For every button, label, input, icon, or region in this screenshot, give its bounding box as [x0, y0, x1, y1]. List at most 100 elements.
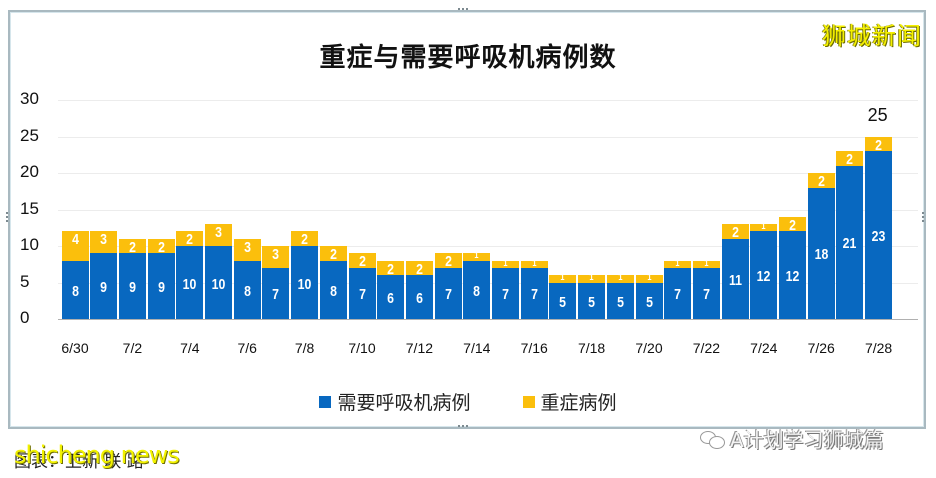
legend-label: 需要呼吸机病例 [337, 392, 471, 414]
bar-value-label: 2 [358, 253, 366, 271]
bar-7-24: 12 1 [750, 221, 778, 319]
bar-segment-ventilator: 7 [692, 267, 720, 319]
x-tick-label: 7/26 [807, 340, 835, 356]
bar-value-label: 12 [756, 268, 771, 286]
bar-value-label: 2 [731, 224, 739, 242]
caption-watermark: shicheng news [14, 441, 180, 469]
bar-value-label: 7 [358, 286, 366, 304]
y-tick-label: 5 [20, 271, 30, 291]
bar-segment-ventilator: 8 [233, 260, 261, 319]
wechat-icon [700, 429, 726, 449]
bar-segment-ventilator: 8 [319, 260, 347, 319]
bar-value-label: 8 [473, 282, 481, 300]
bar-7-23: 11 2 [721, 224, 749, 319]
gridline [58, 100, 918, 101]
bar-value-label: 1 [503, 257, 508, 268]
bar-segment-severe: 2 [176, 231, 204, 248]
y-tick-label: 25 [20, 125, 39, 145]
resize-handle-top[interactable] [458, 8, 468, 14]
bar-value-label: 1 [761, 221, 766, 232]
bar-segment-severe: 1 [520, 258, 548, 268]
bar-segment-severe: 1 [463, 250, 491, 261]
legend: 需要呼吸机病例 重症病例 [0, 388, 936, 415]
bar-value-label: 1 [675, 257, 680, 268]
bar-segment-ventilator: 7 [492, 267, 519, 319]
bar-value-label: 2 [301, 231, 309, 249]
bar-value-label: 6 [415, 290, 423, 308]
x-tick-label: 7/12 [405, 340, 434, 356]
bar-segment-severe: 1 [492, 257, 519, 268]
chart-title: 重症与需要呼吸机病例数 [319, 43, 617, 73]
bar-segment-ventilator: 10 [291, 246, 319, 319]
bar-value-label: 5 [645, 293, 653, 311]
bar-value-label: 9 [128, 279, 136, 297]
bar-value-label: 2 [846, 151, 854, 169]
bar-segment-ventilator: 5 [606, 282, 634, 319]
bar-value-label: 2 [789, 216, 796, 234]
bar-value-label: 10 [182, 275, 197, 293]
bar-segment-ventilator: 10 [176, 246, 204, 319]
bar-value-label: 3 [243, 238, 251, 256]
bar-value-label: 18 [814, 246, 829, 264]
gridline [58, 209, 918, 211]
bar-value-label: 3 [215, 224, 222, 242]
bar-value-label: 7 [502, 286, 509, 304]
bar-value-label: 6 [387, 290, 395, 308]
legend-label: 重症病例 [540, 392, 617, 414]
bar-value-label: 7 [702, 286, 710, 304]
x-tick-label: 7/28 [864, 340, 893, 356]
bar-segment-severe: 1 [578, 272, 606, 283]
bar-value-label: 7 [674, 286, 682, 304]
bar-segment-severe: 2 [291, 231, 319, 249]
bar-segment-severe: 2 [377, 260, 405, 278]
bar-segment-severe: 2 [147, 238, 175, 256]
bar-value-label: 9 [100, 279, 108, 297]
bar-segment-severe: 3 [205, 224, 232, 246]
legend-swatch-blue [319, 395, 332, 408]
bar-value-label: 8 [71, 282, 79, 300]
bar-value-label: 3 [100, 231, 108, 249]
bar-value-label: 11 [728, 271, 742, 289]
resize-handle-bottom[interactable] [458, 425, 468, 431]
x-tick-label: 7/4 [180, 340, 200, 356]
x-tick-label: 7/20 [635, 340, 663, 356]
bar-segment-severe: 1 [635, 272, 663, 283]
bar-7-28: 23 2 [865, 136, 893, 319]
bar-value-label: 2 [817, 173, 825, 191]
bar-value-label: 3 [272, 246, 280, 264]
resize-handle-right[interactable] [922, 212, 928, 222]
bar-value-label: 9 [157, 279, 165, 297]
bar-segment-severe: 3 [233, 238, 261, 261]
bar-value-label: 5 [559, 293, 567, 311]
bar-segment-ventilator: 6 [377, 275, 405, 319]
bar-segment-ventilator: 9 [118, 253, 146, 319]
y-tick-label: 0 [20, 308, 30, 327]
bar-value-label: 2 [329, 246, 337, 264]
plot-area: 8 4 9 3 9 2 9 2 10 2 10 3 8 3 7 3 10 2 8 2 7 2 6 2 6 2 7 2 8 1 7 1 7 1 5 1 5… [58, 100, 918, 320]
bar-segment-severe: 2 [405, 260, 433, 278]
bar-segment-severe: 1 [664, 257, 692, 268]
bar-segment-ventilator: 5 [549, 282, 577, 319]
bar-7-26: 18 2 [807, 173, 835, 319]
chart-frame [6, 8, 928, 431]
bar-segment-ventilator: 10 [205, 246, 232, 319]
bar-segment-ventilator: 12 [750, 231, 778, 319]
bar-segment-ventilator: 18 [807, 187, 835, 319]
bar-value-label: 7 [272, 286, 280, 304]
bar-value-label: 2 [128, 238, 136, 256]
resize-handle-left[interactable] [6, 212, 12, 222]
bar-value-label: 2 [875, 136, 883, 154]
bar-value-label: 5 [588, 293, 596, 311]
bar-value-label: 1 [704, 257, 709, 268]
legend-item-severe: 重症病例 [522, 388, 617, 415]
x-tick-label: 6/30 [61, 340, 89, 356]
bar-value-label: 1 [474, 250, 479, 261]
x-tick-label: 7/8 [294, 340, 315, 356]
